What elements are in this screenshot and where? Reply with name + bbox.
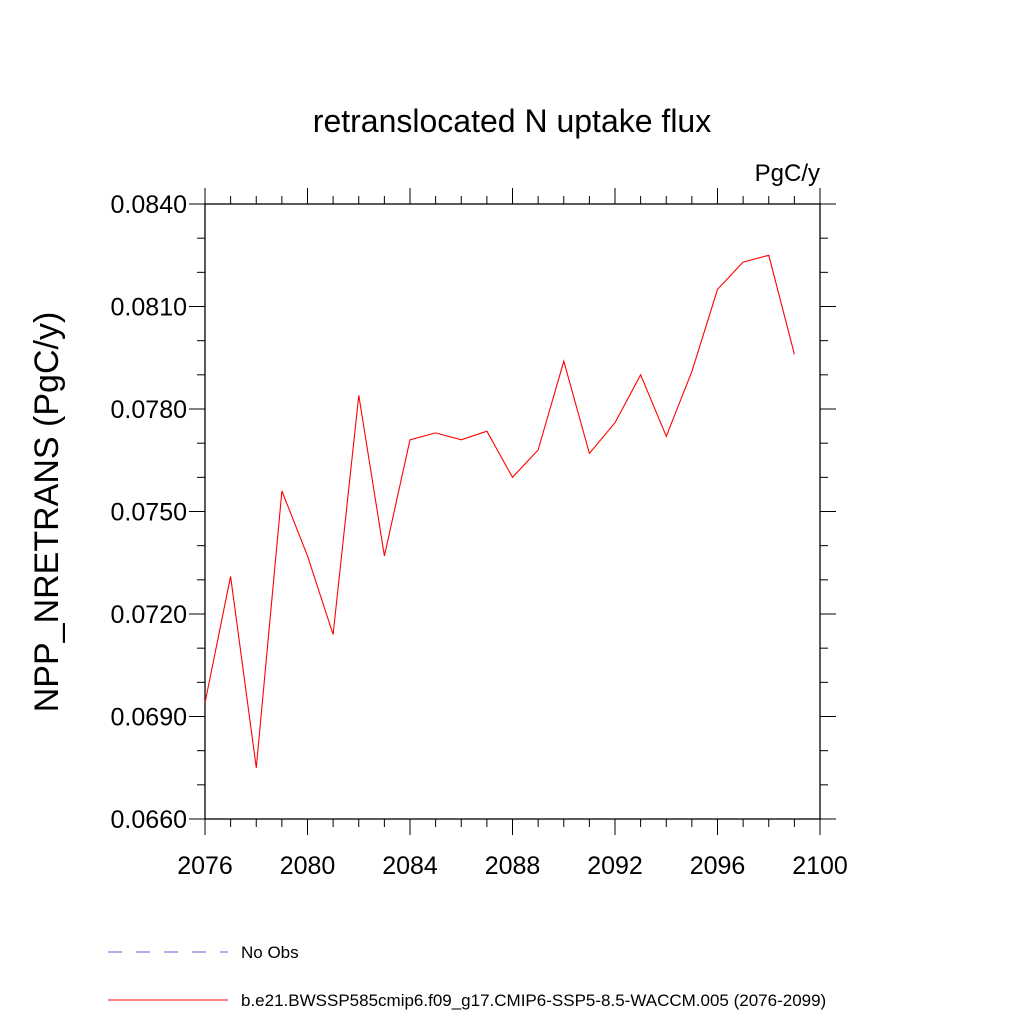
y-tick-label: 0.0750 <box>111 499 187 527</box>
legend-label: b.e21.BWSSP585cmip6.f09_g17.CMIP6-SSP5-8… <box>241 991 826 1010</box>
y-axis-label: NPP_NRETRANS (PgC/y) <box>28 312 66 713</box>
y-tick-label: 0.0690 <box>111 704 187 732</box>
y-tick-label: 0.0780 <box>111 396 187 424</box>
x-tick-label: 2096 <box>690 852 746 880</box>
x-tick-label: 2084 <box>382 852 438 880</box>
series-line <box>204 254 795 768</box>
legend: No Obs b.e21.BWSSP585cmip6.f09_g17.CMIP6-… <box>108 943 826 1010</box>
x-tick-label: 2080 <box>280 852 336 880</box>
x-tick-label: 2100 <box>792 852 848 880</box>
x-tick-label: 2092 <box>587 852 643 880</box>
y-axis: 0.0660 0.0690 0.0720 0.0750 0.0780 0.0810 0.08… <box>111 191 836 834</box>
plot-frame <box>204 203 821 820</box>
legend-label: No Obs <box>241 943 299 962</box>
units-label: PgC/y <box>755 160 820 187</box>
y-tick-label: 0.0660 <box>111 806 187 834</box>
x-axis: 2076 2080 2084 2088 2092 2096 2100 <box>177 188 848 880</box>
y-tick-label: 0.0810 <box>111 294 187 322</box>
y-tick-label: 0.0720 <box>111 601 187 629</box>
x-tick-label: 2076 <box>177 852 233 880</box>
y-tick-label: 0.0840 <box>111 191 187 219</box>
series-layer <box>204 254 795 768</box>
chart-title: retranslocated N uptake flux <box>313 103 711 139</box>
x-tick-label: 2088 <box>485 852 541 880</box>
